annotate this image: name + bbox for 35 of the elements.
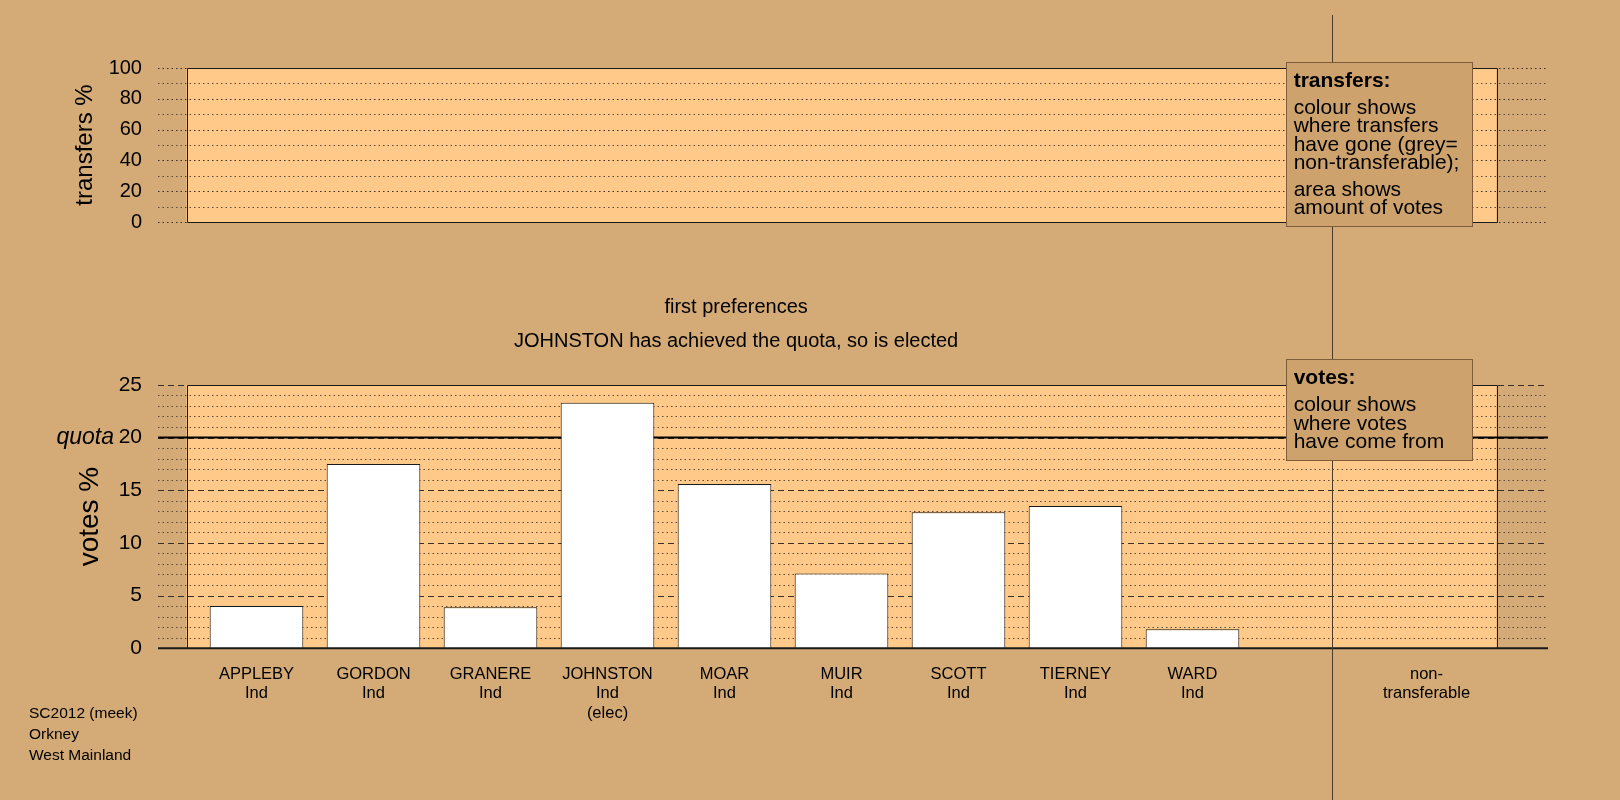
y-tick-label: 20 [119,178,142,201]
y-axis-title: votes % [72,466,104,567]
note-box: transfers: colour shows where transfers have gone (grey= non-transferable); area shows amount of votes [1285,61,1474,227]
y-tick-label: 15 [118,477,142,501]
text: SC2012 (meek) Orkney West Mainland [29,703,138,765]
note-box: votes: colour shows where votes have come from [1285,359,1474,461]
y-axis-title: transfers % [69,84,97,206]
annotation: colour shows where votes have come from [1293,392,1446,452]
chart-subtitle: JOHNSTON has achieved the quota, so is elected [512,328,960,352]
ref-line-label: quota [56,422,114,449]
y-tick-label: 25 [118,371,142,395]
annotation: transfers: [1293,67,1392,92]
annotation: area shows amount of votes [1293,176,1445,219]
chart-title: first preferences [663,294,809,318]
annotation: colour shows where transfers have gone (grey= non-transferable); [1293,94,1461,174]
x-tick-label: MOAR Ind [699,663,750,702]
x-tick-label: MUIR Ind [820,663,863,702]
x-tick-label: JOHNSTON Ind (elec) [562,663,653,722]
x-tick-label: WARD Ind [1167,663,1218,702]
annotation: votes: [1293,365,1357,389]
y-tick-label: 5 [130,582,142,606]
x-tick-label: non- transferable [1382,663,1471,702]
y-tick-label: 80 [119,86,142,109]
x-tick-label: GORDON Ind [336,663,411,702]
x-tick-label: GRANERE Ind [449,663,532,702]
y-tick-label: 0 [130,635,142,658]
x-tick-label: SCOTT Ind [930,663,987,702]
y-tick-label: 10 [118,529,142,553]
y-tick-label: 60 [119,117,142,140]
y-tick-label: 20 [118,424,142,448]
y-tick-label: 100 [108,55,142,78]
y-tick-label: 0 [130,209,142,232]
x-tick-label: TIERNEY Ind [1039,663,1112,702]
y-tick-label: 40 [119,147,142,170]
x-tick-label: APPLEBY Ind [218,663,295,702]
